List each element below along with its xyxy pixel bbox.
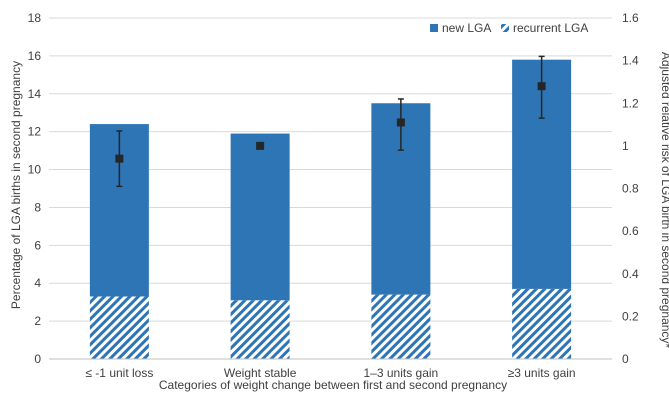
legend: new LGA recurrent LGA: [430, 21, 588, 35]
y2-tick-label: 1.6: [622, 11, 639, 25]
risk-marker: [115, 154, 124, 163]
y-tick-label: 8: [34, 200, 41, 214]
y-tick-label: 2: [34, 314, 41, 328]
axes: 0 2 4 6 8 10 12 14 16 18 0 0.2 0.4 0.6 0.8 1 1.2 1.4 1.6 ≤ …: [28, 11, 639, 380]
y2-tick-label: 1.4: [622, 54, 639, 68]
bar-recurrent-lga: [512, 288, 572, 359]
risk-marker: [256, 141, 265, 150]
bar-recurrent-lga: [371, 294, 431, 359]
bars: [89, 59, 572, 359]
risk-marker: [537, 82, 546, 91]
y-tick-label: 0: [34, 352, 41, 366]
risk-marker: [396, 118, 405, 127]
y2-tick-label: 0.4: [622, 267, 639, 281]
y2-tick-label: 1.2: [622, 96, 639, 110]
y2-tick-label: 0.8: [622, 182, 639, 196]
bar-new-lga: [230, 133, 290, 301]
y2-tick-label: 0: [622, 352, 629, 366]
y2-tick-label: 0.6: [622, 224, 639, 238]
y-tick-label: 10: [28, 163, 42, 177]
x-tick-label: Weight stable: [224, 366, 297, 380]
y2-axis-title: Adjusted relative risk of LGA birth in s…: [659, 52, 669, 348]
x-axis-title: Categories of weight change between firs…: [159, 378, 507, 392]
y2-tick-label: 1: [622, 139, 629, 153]
bar-recurrent-lga: [89, 296, 149, 359]
y-tick-label: 16: [28, 49, 42, 63]
bar-recurrent-lga: [230, 300, 290, 359]
legend-swatch-recurrent-lga: [501, 24, 509, 32]
risk-markers: [115, 55, 546, 188]
y-axis-title: Percentage of LGA births in second pregn…: [9, 61, 23, 309]
y-tick-label: 14: [28, 87, 42, 101]
legend-label-new-lga: new LGA: [442, 21, 491, 35]
legend-swatch-new-lga: [430, 24, 438, 32]
x-tick-label: ≥3 units gain: [508, 366, 576, 380]
legend-label-recurrent-lga: recurrent LGA: [513, 21, 588, 35]
y-tick-label: 12: [28, 125, 42, 139]
y2-tick-label: 0.2: [622, 309, 639, 323]
x-tick-label: 1–3 units gain: [364, 366, 439, 380]
y-tick-label: 18: [28, 11, 42, 25]
y-tick-label: 6: [34, 238, 41, 252]
y-tick-label: 4: [34, 276, 41, 290]
x-tick-label: ≤ -1 unit loss: [85, 366, 153, 380]
